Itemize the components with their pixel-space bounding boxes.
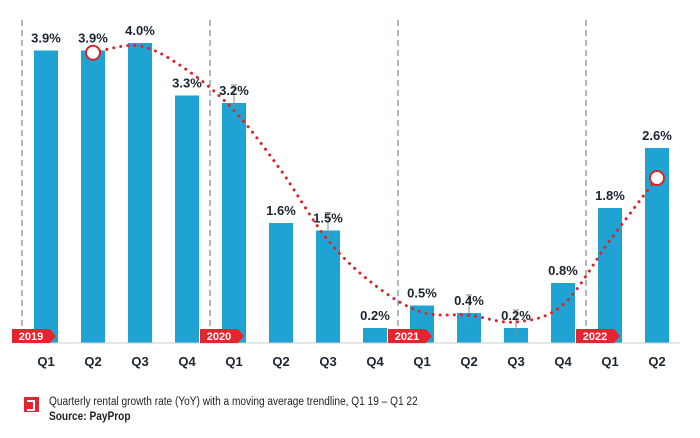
year-tag: [12, 329, 56, 343]
x-tick-label: Q4: [554, 354, 572, 369]
payprop-logo-icon: [24, 397, 39, 412]
data-label: 3.2%: [219, 83, 249, 98]
year-tag: [576, 329, 620, 343]
chart-caption: Quarterly rental growth rate (YoY) with …: [49, 396, 418, 408]
x-tick-label: Q1: [601, 354, 618, 369]
year-tag-label: 2021: [395, 331, 419, 343]
year-tag-label: 2019: [19, 331, 43, 343]
data-label: 1.6%: [266, 203, 296, 218]
year-tag-label: 2022: [583, 331, 607, 343]
x-tick-label: Q3: [507, 354, 524, 369]
trendline: [91, 43, 659, 324]
data-label: 3.9%: [78, 31, 108, 46]
data-label: 0.2%: [360, 308, 390, 323]
x-tick-label: Q2: [460, 354, 477, 369]
data-label: 0.8%: [548, 263, 578, 278]
x-tick-label: Q4: [366, 354, 384, 369]
data-label: 1.5%: [313, 211, 343, 226]
x-tick-label: Q1: [225, 354, 242, 369]
caption-block: Quarterly rental growth rate (YoY) with …: [24, 395, 468, 425]
bar: [551, 283, 575, 343]
year-tag: [200, 329, 244, 343]
bar: [128, 43, 152, 343]
trendline-endpoint: [649, 170, 665, 186]
data-label: 0.2%: [501, 308, 531, 323]
chart-source: Source: PayProp: [49, 411, 131, 423]
x-tick-label: Q1: [37, 354, 54, 369]
year-tag-label: 2020: [207, 331, 231, 343]
data-label: 3.9%: [31, 31, 61, 46]
x-tick-label: Q1: [413, 354, 430, 369]
year-tag: [388, 329, 432, 343]
bar: [316, 230, 340, 343]
data-label: 4.0%: [125, 23, 155, 38]
bar: [363, 328, 387, 343]
bar-chart: 3.9% Q1 3.9% Q2 4.0% Q3 3.3% Q4 3.2% Q1 1.6% Q2 1.5%…: [12, 20, 680, 369]
data-label: 1.8%: [595, 188, 625, 203]
bar: [598, 208, 622, 343]
x-tick-label: Q2: [272, 354, 289, 369]
data-label: 3.3%: [172, 76, 202, 91]
x-tick-label: Q2: [648, 354, 665, 369]
data-label: 0.5%: [407, 286, 437, 301]
x-tick-label: Q4: [178, 354, 196, 369]
bar: [81, 50, 105, 343]
data-label: 2.6%: [642, 128, 672, 143]
trendline-endpoint: [85, 44, 101, 61]
data-label: 0.4%: [454, 293, 484, 308]
x-tick-label: Q2: [84, 354, 101, 369]
bar: [222, 103, 246, 343]
bar: [269, 223, 293, 343]
x-tick-label: Q3: [131, 354, 148, 369]
bar: [34, 50, 58, 343]
bar: [175, 95, 199, 343]
x-tick-label: Q3: [319, 354, 336, 369]
